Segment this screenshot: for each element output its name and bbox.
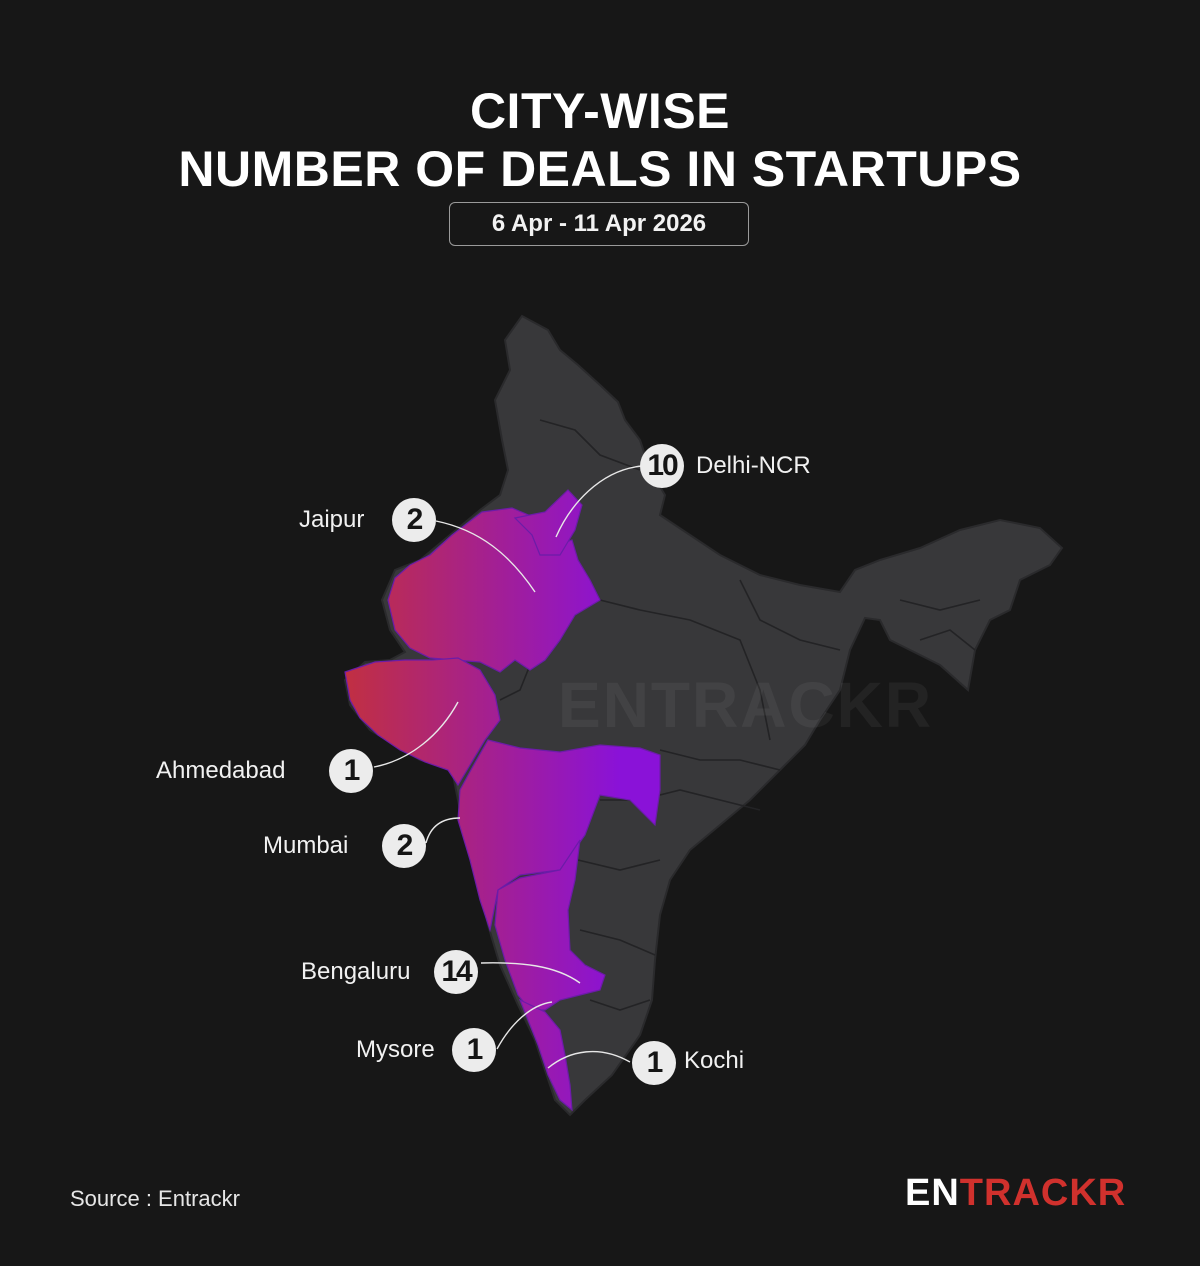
label-delhi-ncr: Delhi-NCR bbox=[696, 452, 811, 479]
region-gujarat bbox=[344, 657, 501, 787]
date-range-text: 6 Apr - 11 Apr 2026 bbox=[491, 210, 707, 237]
title-line-2: NUMBER OF DEALS IN STARTUPS bbox=[178, 141, 1022, 197]
date-range-badge: 6 Apr - 11 Apr 2026 bbox=[449, 202, 749, 246]
badge-kochi: 1 bbox=[632, 1041, 676, 1085]
region-karnataka bbox=[494, 839, 606, 1011]
logo-part-2: TRACKR bbox=[959, 1172, 1127, 1214]
leader-line-mysore bbox=[496, 1001, 553, 1050]
label-bengaluru: Bengaluru bbox=[301, 958, 411, 985]
label-mumbai: Mumbai bbox=[263, 832, 349, 859]
leader-line-ahmedabad bbox=[373, 701, 459, 768]
badge-ahmedabad: 1 bbox=[329, 749, 373, 793]
leader-line-jaipur bbox=[435, 520, 536, 593]
leader-line-mumbai bbox=[425, 817, 461, 844]
chart-title: CITY-WISE NUMBER OF DEALS IN STARTUPS bbox=[0, 82, 1200, 198]
badge-delhi-ncr: 10 bbox=[640, 444, 684, 488]
watermark-text: ENTRACKR bbox=[558, 669, 934, 741]
source-note: Source : Entrackr bbox=[70, 1186, 240, 1211]
leader-line-kochi bbox=[547, 1050, 631, 1069]
badge-jaipur: 2 bbox=[392, 498, 436, 542]
region-maharashtra bbox=[457, 739, 661, 933]
title-line-1: CITY-WISE bbox=[469, 83, 731, 139]
leader-line-delhi bbox=[555, 465, 643, 538]
logo-part-1: EN bbox=[905, 1172, 960, 1214]
leader-lines bbox=[373, 465, 643, 1069]
badge-mumbai: 2 bbox=[382, 824, 426, 868]
region-kerala bbox=[518, 998, 573, 1112]
leader-line-bengaluru bbox=[480, 962, 581, 984]
label-mysore: Mysore bbox=[356, 1036, 435, 1063]
label-jaipur: Jaipur bbox=[299, 506, 365, 533]
badge-bengaluru: 14 bbox=[434, 950, 478, 994]
entrackr-logo: ENTRACKR bbox=[905, 1172, 1126, 1215]
label-kochi: Kochi bbox=[684, 1047, 745, 1074]
label-ahmedabad: Ahmedabad bbox=[156, 757, 286, 784]
region-delhi-ncr bbox=[513, 489, 583, 556]
highlighted-regions bbox=[344, 489, 661, 1112]
badge-mysore: 1 bbox=[452, 1028, 496, 1072]
